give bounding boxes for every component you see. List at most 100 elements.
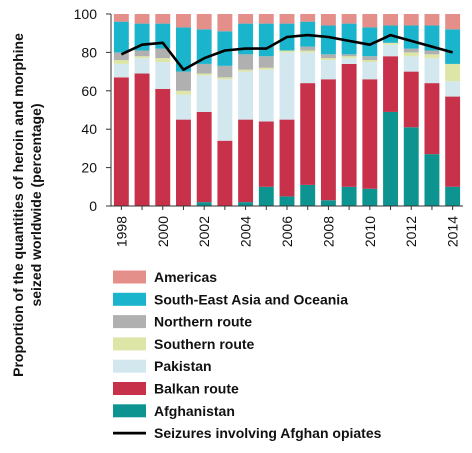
bar-segment-balkan-route	[258, 121, 274, 187]
bar-segment-balkan-route	[279, 119, 295, 197]
legend-label-balkan-route: Balkan route	[154, 381, 239, 397]
bar-segment-pakistan	[113, 63, 129, 78]
y-axis-title-group: Proportion of the quantities of heroin a…	[10, 33, 44, 377]
bar-segment-pakistan	[403, 56, 419, 72]
bar-segment-americas	[134, 14, 150, 24]
bar-segment-balkan-route	[341, 63, 357, 187]
bar-segment-southern-route	[362, 60, 378, 62]
bar-segment-northern-route	[113, 52, 129, 61]
afghan-opiates-seizures-line	[120, 33, 453, 71]
bar-segment-southern-route	[217, 77, 233, 80]
x-tick-label: 2014	[445, 216, 461, 247]
bar-segment-south-east-asia-and-oceania	[258, 23, 274, 57]
bar-segment-balkan-route	[320, 79, 336, 201]
bar-segment-afghanistan	[362, 188, 378, 206]
bar-segment-south-east-asia-and-oceania	[320, 25, 336, 55]
bar-segment-americas	[196, 14, 212, 30]
bar-segment-southern-route	[424, 54, 440, 59]
bar-segment-balkan-route	[383, 56, 398, 112]
bar-segment-south-east-asia-and-oceania	[196, 29, 212, 64]
x-tick-label: 1998	[113, 216, 129, 247]
bar-segment-northern-route	[134, 50, 150, 57]
bar-segment-balkan-route	[113, 77, 129, 206]
y-axis-title-line-2: seized worldwide (percentage)	[28, 103, 44, 306]
y-axis-title: Proportion of the quantities of heroin a…	[10, 33, 44, 377]
bar-segment-balkan-route	[134, 73, 150, 207]
bar-segment-south-east-asia-and-oceania	[445, 29, 461, 64]
bar-segment-afghanistan	[279, 196, 295, 206]
bars	[113, 14, 461, 207]
bar-segment-northern-route	[176, 71, 191, 91]
bar-segment-afghanistan	[320, 200, 336, 206]
bar-segment-americas	[113, 14, 129, 22]
y-tick-label: 60	[81, 83, 97, 99]
bar-segment-southern-route	[196, 73, 212, 76]
bar-segment-northern-route	[362, 56, 378, 61]
bar-segment-americas	[362, 14, 378, 28]
bar-segment-southern-route	[403, 52, 419, 57]
bar-segment-balkan-route	[238, 119, 254, 203]
bar-segment-pakistan	[383, 44, 398, 57]
bar-segment-northern-route	[238, 54, 254, 70]
line-series	[120, 33, 453, 71]
y-tick-label: 0	[89, 198, 97, 214]
bar-segment-pakistan	[341, 58, 357, 64]
bar-segment-southern-route	[341, 56, 357, 59]
bar-segment-balkan-route	[445, 96, 461, 187]
bar-segment-americas	[341, 14, 357, 24]
bar-segment-pakistan	[279, 52, 295, 120]
bar-segment-balkan-route	[196, 111, 212, 203]
bar-segment-pakistan	[176, 94, 191, 120]
x-tick-label: 2010	[362, 216, 378, 247]
x-tick-label: 2006	[279, 216, 295, 247]
y-axis: 0 20 40 60 80 100	[74, 6, 111, 214]
bar-segment-balkan-route	[300, 83, 316, 185]
bar-segment-afghanistan	[341, 186, 357, 206]
bar-segment-northern-route	[196, 63, 212, 74]
bar-segment-northern-route	[320, 54, 336, 59]
legend-swatch-balkan-route	[113, 382, 146, 395]
x-tick-label: 2012	[403, 216, 419, 247]
bar-segment-americas	[217, 14, 233, 32]
bar-segment-afghanistan	[445, 186, 461, 206]
bar-segment-northern-route	[424, 50, 440, 55]
bar-segment-balkan-route	[217, 140, 233, 206]
bar-segment-afghanistan	[424, 154, 440, 206]
legend-label-afghanistan: Afghanistan	[154, 403, 235, 419]
bar-segment-northern-route	[217, 65, 233, 78]
bar-segment-southern-route	[279, 50, 295, 53]
bar-segment-southern-route	[155, 58, 171, 62]
bar-segment-south-east-asia-and-oceania	[176, 27, 191, 72]
legend-label-southern-route: Southern route	[154, 336, 255, 352]
bar-segment-southern-route	[445, 63, 461, 82]
bar-segment-afghanistan	[196, 202, 212, 206]
legend-label-south-east-asia-and-oceania: South-East Asia and Oceania	[154, 291, 348, 307]
legend-swatch-northern-route	[113, 315, 146, 329]
bar-segment-southern-route	[238, 69, 254, 72]
bar-segment-south-east-asia-and-oceania	[238, 23, 254, 55]
bar-segment-balkan-route	[362, 79, 378, 189]
legend: Americas South-East Asia and Oceania North…	[113, 269, 382, 441]
legend-swatch-americas	[113, 270, 146, 284]
bar-segment-americas	[403, 14, 419, 26]
bar-segment-southern-route	[258, 67, 274, 70]
bar-segment-south-east-asia-and-oceania	[217, 31, 233, 66]
legend-label-northern-route: Northern route	[154, 314, 252, 330]
legend-label-americas: Americas	[154, 269, 217, 285]
bar-segment-southern-route	[113, 60, 129, 64]
bar-segment-americas	[445, 14, 461, 30]
x-tick-label: 2004	[238, 216, 254, 247]
bar-segment-pakistan	[362, 62, 378, 80]
bar-segment-northern-route	[300, 46, 316, 51]
legend-label-seizures-involving-afghan-opiates: Seizures involving Afghan opiates	[154, 425, 382, 441]
bar-segment-pakistan	[320, 60, 336, 80]
bar-segment-americas	[176, 14, 191, 28]
legend-label-pakistan: Pakistan	[154, 358, 212, 374]
x-tick-label: 2000	[155, 216, 171, 247]
bar-segment-northern-route	[403, 48, 419, 53]
x-tick-label: 2002	[196, 216, 212, 247]
bar-segment-northern-route	[155, 48, 171, 59]
bar-segment-southern-route	[134, 56, 150, 59]
legend-swatch-south-east-asia-and-oceania	[113, 292, 146, 306]
